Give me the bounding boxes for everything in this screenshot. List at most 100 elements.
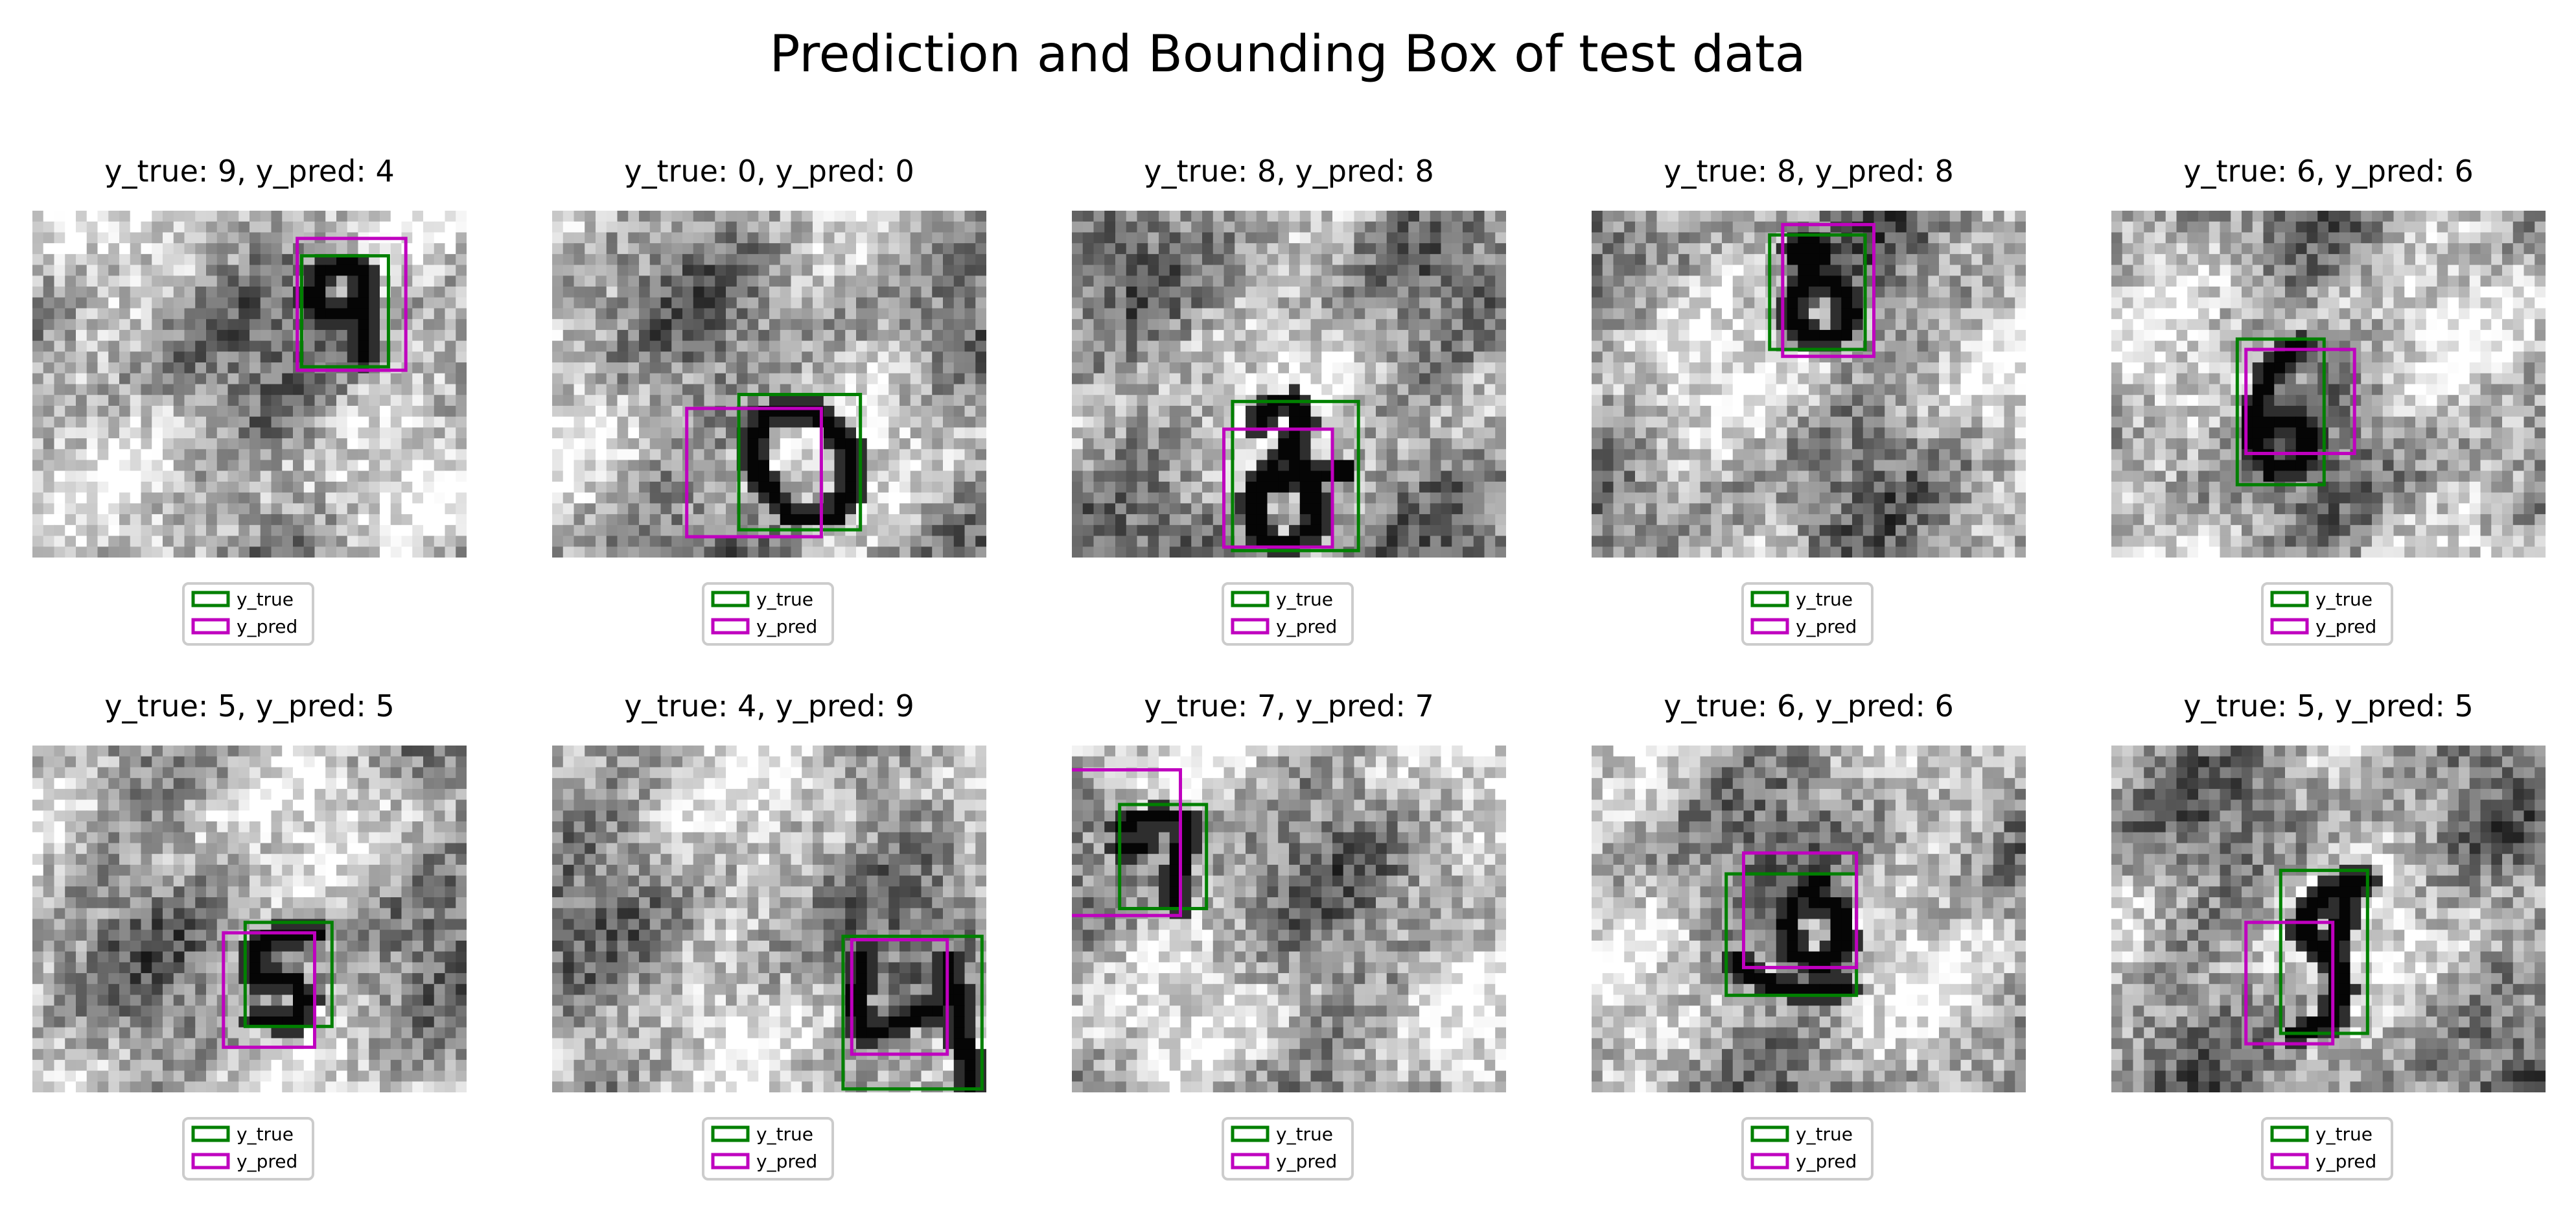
legend-frame: [1741, 1117, 1874, 1181]
pred-box: [296, 237, 408, 372]
true-box: [737, 393, 863, 532]
pred-box: [1781, 222, 1876, 359]
legend-y-true-swatch: [2270, 1125, 2309, 1142]
panel: y_true: 9, y_pred: 4 y_true y_pred: [32, 154, 467, 646]
pred-box: [1222, 427, 1334, 549]
legend-y-true-swatch: [1750, 1125, 1789, 1142]
panel: y_true: 7, y_pred: 7 y_true y_pred: [1072, 688, 1506, 1181]
pred-box: [222, 931, 316, 1049]
panel: y_true: 6, y_pred: 6 y_true y_pred: [1592, 688, 2026, 1181]
legend-y-pred-swatch: [1231, 1153, 1270, 1170]
legend: y_true y_pred: [182, 582, 314, 646]
panel-title: y_true: 4, y_pred: 9: [624, 688, 914, 723]
legend-y-pred-label: y_pred: [237, 616, 297, 637]
legend-y-pred-label: y_pred: [237, 1151, 297, 1172]
legend-frame: [1222, 1117, 1354, 1181]
digit-image: [1072, 746, 1506, 1092]
panel: y_true: 5, y_pred: 5 y_true y_pred: [32, 688, 467, 1181]
panel: y_true: 8, y_pred: 8 y_true y_pred: [1072, 154, 1506, 646]
pred-box: [1072, 768, 1182, 917]
legend-y-true-label: y_true: [1796, 589, 1853, 610]
panel-title: y_true: 6, y_pred: 6: [1664, 688, 1953, 723]
legend: y_true y_pred: [1222, 1117, 1354, 1181]
pred-box: [2244, 921, 2335, 1046]
legend-y-true-swatch: [1231, 1125, 1270, 1142]
true-box: [299, 254, 390, 369]
panel: y_true: 6, y_pred: 6 y_true y_pred: [2111, 154, 2546, 646]
legend: y_true y_pred: [1741, 582, 1874, 646]
legend-y-pred-label: y_pred: [1796, 1151, 1857, 1172]
panel-title: y_true: 8, y_pred: 8: [1144, 154, 1433, 189]
true-box: [1231, 399, 1360, 552]
digit-image: [1592, 746, 2026, 1092]
legend-y-pred-swatch: [191, 618, 230, 635]
legend-y-true-swatch: [2270, 591, 2309, 607]
legend-y-true-label: y_true: [1276, 589, 1333, 610]
legend-y-pred-swatch: [2270, 1153, 2309, 1170]
legend: y_true y_pred: [702, 1117, 834, 1181]
legend-y-true-label: y_true: [2315, 589, 2373, 610]
legend-frame: [2261, 1117, 2393, 1181]
legend-y-true-swatch: [711, 591, 750, 607]
legend-y-pred-swatch: [191, 1153, 230, 1170]
legend-y-true-swatch: [191, 591, 230, 607]
panel-title: y_true: 9, y_pred: 4: [104, 154, 394, 189]
digit-image: [2111, 746, 2546, 1092]
digit-image: [552, 211, 986, 558]
digit-image: [552, 746, 986, 1092]
legend-y-pred-swatch: [711, 618, 750, 635]
legend: y_true y_pred: [2261, 1117, 2393, 1181]
panel-title: y_true: 5, y_pred: 5: [2183, 688, 2473, 723]
true-box: [2235, 337, 2326, 487]
digit-image: [32, 211, 467, 558]
legend-y-pred-label: y_pred: [1276, 1151, 1337, 1172]
legend-y-pred-swatch: [2270, 618, 2309, 635]
legend-y-pred-swatch: [1750, 1153, 1789, 1170]
legend-y-true-label: y_true: [2315, 1123, 2373, 1145]
legend-y-true-label: y_true: [1276, 1123, 1333, 1145]
legend: y_true y_pred: [2261, 582, 2393, 646]
digit-image: [1592, 211, 2026, 558]
digit-image: [1072, 211, 1506, 558]
legend-y-true-label: y_true: [237, 1123, 294, 1145]
legend-y-true-label: y_true: [756, 589, 813, 610]
legend-y-pred-swatch: [1231, 618, 1270, 635]
legend-y-true-label: y_true: [1796, 1123, 1853, 1145]
true-box: [1118, 803, 1209, 910]
panel-title: y_true: 0, y_pred: 0: [624, 154, 914, 189]
legend-frame: [182, 582, 314, 646]
panel: y_true: 5, y_pred: 5 y_true y_pred: [2111, 688, 2546, 1181]
legend-frame: [2261, 582, 2393, 646]
legend-y-true-label: y_true: [756, 1123, 813, 1145]
legend-y-pred-swatch: [711, 1153, 750, 1170]
legend: y_true y_pred: [1741, 1117, 1874, 1181]
legend-y-pred-swatch: [1750, 618, 1789, 635]
legend-frame: [1222, 582, 1354, 646]
panel-grid: y_true: 9, y_pred: 4y_truey_predy_true: …: [32, 154, 2546, 1181]
legend-frame: [1741, 582, 1874, 646]
legend: y_true y_pred: [1222, 582, 1354, 646]
legend-y-true-swatch: [1750, 591, 1789, 607]
legend-frame: [182, 1117, 314, 1181]
true-box: [1768, 233, 1867, 351]
legend-y-pred-label: y_pred: [2315, 616, 2376, 637]
legend-frame: [702, 1117, 834, 1181]
legend-y-pred-label: y_pred: [1796, 616, 1857, 637]
panel-title: y_true: 8, y_pred: 8: [1664, 154, 1953, 189]
panel-title: y_true: 7, y_pred: 7: [1144, 688, 1433, 723]
pred-box: [850, 938, 949, 1056]
digit-image: [2111, 211, 2546, 558]
legend-y-pred-label: y_pred: [756, 1151, 817, 1172]
figure-title: Prediction and Bounding Box of test data: [770, 25, 1806, 84]
pred-box: [1742, 851, 1859, 969]
pred-box: [2244, 347, 2356, 455]
legend: y_true y_pred: [702, 582, 834, 646]
panel-title: y_true: 6, y_pred: 6: [2183, 154, 2473, 189]
panel: y_true: 4, y_pred: 9 y_true y_pred: [552, 688, 986, 1181]
legend-y-true-label: y_true: [237, 589, 294, 610]
digit-image: [32, 746, 467, 1092]
legend: y_true y_pred: [182, 1117, 314, 1181]
true-box: [243, 921, 334, 1028]
legend-y-true-swatch: [711, 1125, 750, 1142]
